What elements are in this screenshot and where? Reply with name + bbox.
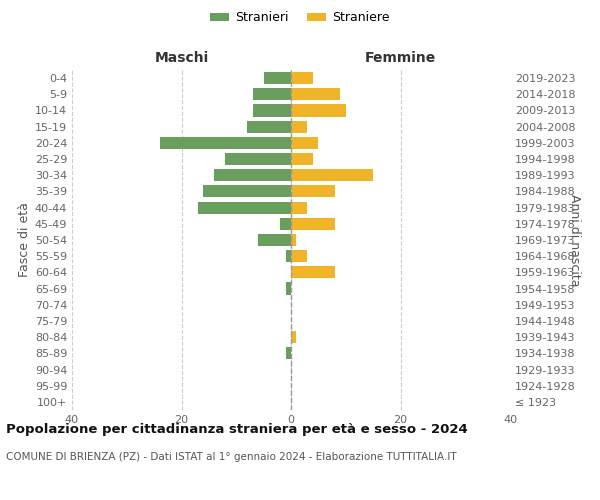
Bar [160,137,291,149]
Bar [203,186,291,198]
Bar [291,250,307,262]
Bar [291,331,296,343]
Bar [291,186,335,198]
Bar [280,218,291,230]
Text: Maschi: Maschi [154,51,209,65]
Bar [258,234,291,246]
Bar [291,104,346,117]
Y-axis label: Fasce di età: Fasce di età [17,202,31,278]
Bar [291,169,373,181]
Bar [291,266,335,278]
Bar [291,218,335,230]
Text: Popolazione per cittadinanza straniera per età e sesso - 2024: Popolazione per cittadinanza straniera p… [6,422,468,436]
Bar [291,234,296,246]
Bar [247,120,291,132]
Bar [291,202,307,213]
Bar [253,88,291,101]
Text: COMUNE DI BRIENZA (PZ) - Dati ISTAT al 1° gennaio 2024 - Elaborazione TUTTITALIA: COMUNE DI BRIENZA (PZ) - Dati ISTAT al 1… [6,452,457,462]
Bar [286,250,291,262]
Bar [198,202,291,213]
Text: Femmine: Femmine [365,51,436,65]
Bar [286,348,291,360]
Bar [286,282,291,294]
Bar [226,153,291,165]
Bar [291,72,313,84]
Bar [291,120,307,132]
Bar [291,153,313,165]
Y-axis label: Anni di nascita: Anni di nascita [568,194,581,286]
Bar [253,104,291,117]
Bar [291,137,319,149]
Bar [214,169,291,181]
Bar [263,72,291,84]
Legend: Stranieri, Straniere: Stranieri, Straniere [205,6,395,29]
Bar [291,88,340,101]
